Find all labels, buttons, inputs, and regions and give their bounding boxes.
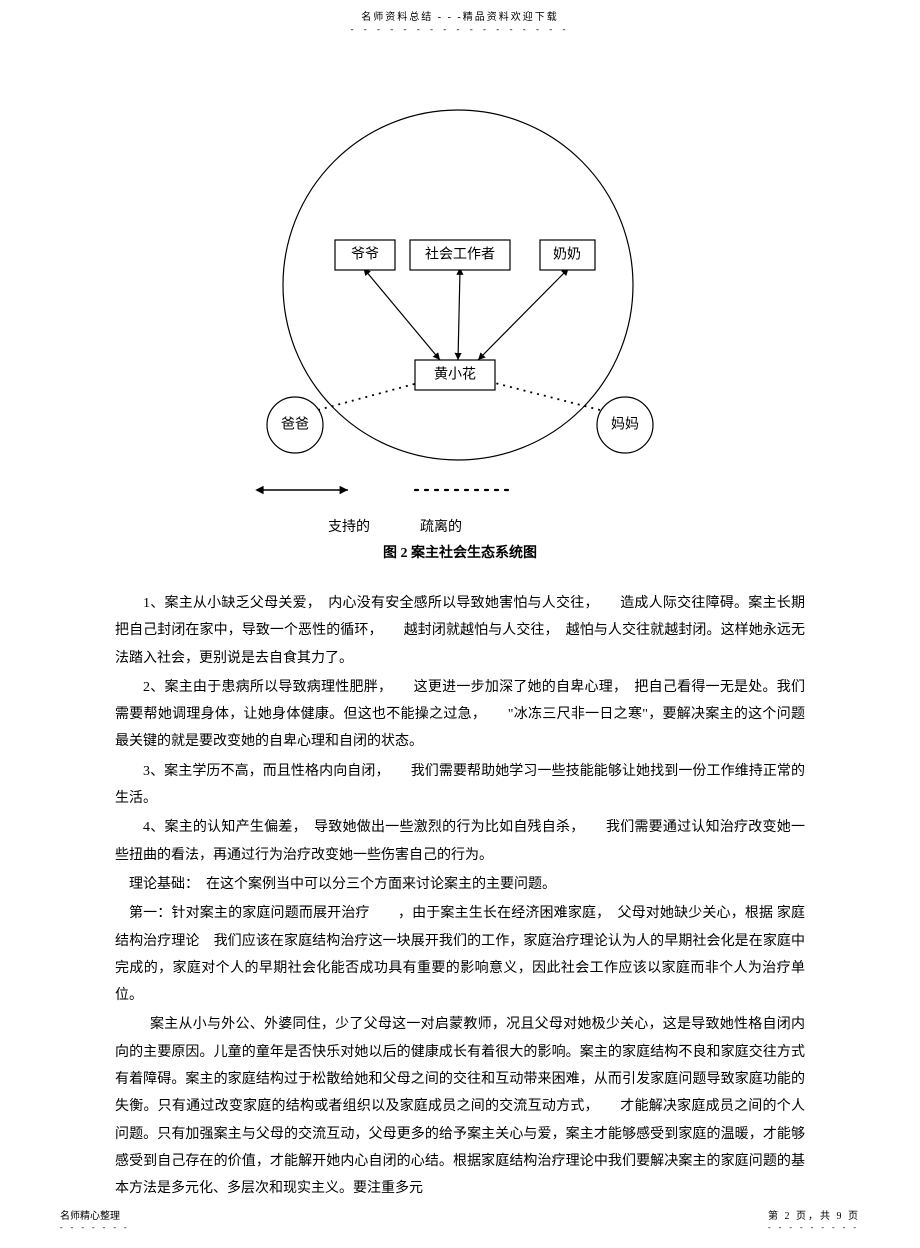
paragraph-7: 案主从小与外公、外婆同住，少了父母这一对启蒙教师，况且父母对她极少关心，这是导致…	[115, 1011, 805, 1202]
footer-right-dots: - - - - - - - - -	[768, 1223, 860, 1232]
ecosystem-diagram: 爷爷 社会工作者 奶奶 黄小花 爸爸 妈妈	[0, 75, 920, 505]
page-header: 名师资料总结 - - -精品资料欢迎下载 - - - - - - - - - -…	[0, 8, 920, 34]
header-dots: - - - - - - - - - - - - - - - - -	[0, 24, 920, 34]
figure-caption: 图 2 案主社会生态系统图	[0, 542, 920, 562]
paragraph-3: 3、案主学历不高，而且性格内向自闭， 我们需要帮助她学习一些技能能够让她找到一份…	[115, 758, 805, 813]
node-client-label: 黄小花	[434, 366, 476, 383]
edge-socialworker-client	[458, 270, 460, 360]
node-grandma-label: 奶奶	[553, 247, 581, 263]
edge-grandma-client	[478, 270, 567, 360]
footer-left-text: 名师精心整理	[60, 1207, 130, 1222]
node-grandpa-label: 爷爷	[351, 247, 379, 263]
footer-right: 第 2 页，共 9 页 - - - - - - - - -	[768, 1207, 860, 1232]
header-text: 名师资料总结 - - -精品资料欢迎下载	[0, 8, 920, 23]
paragraph-6: 第一：针对案主的家庭问题而展开治疗 ，由于案主生长在经济困难家庭， 父母对她缺少…	[115, 900, 805, 1009]
family-circle	[283, 110, 633, 460]
legend-dotted-label: 疏离的	[420, 516, 462, 536]
edge-grandpa-client	[365, 270, 440, 360]
diagram-legend: 支持的 疏离的 图 2 案主社会生态系统图	[0, 516, 920, 562]
node-mom-label: 妈妈	[611, 417, 639, 433]
edge-dad-client	[318, 383, 418, 410]
footer-left-dots: - - - - - - -	[60, 1223, 130, 1232]
footer-left: 名师精心整理 - - - - - - -	[60, 1207, 130, 1232]
paragraph-1: 1、案主从小缺乏父母关爱， 内心没有安全感所以导致她害怕与人交往， 造成人际交往…	[115, 590, 805, 672]
footer-right-text: 第 2 页，共 9 页	[768, 1207, 860, 1222]
node-dad-label: 爸爸	[281, 417, 309, 433]
diagram-svg: 爷爷 社会工作者 奶奶 黄小花 爸爸 妈妈	[0, 75, 920, 505]
node-socialworker-label: 社会工作者	[425, 247, 495, 263]
legend-solid-label: 支持的	[328, 516, 370, 536]
paragraph-5: 理论基础： 在这个案例当中可以分三个方面来讨论案主的主要问题。	[115, 871, 805, 898]
paragraph-2: 2、案主由于患病所以导致病理性肥胖， 这更进一步加深了她的自卑心理， 把自己看得…	[115, 674, 805, 756]
paragraph-4: 4、案主的认知产生偏差， 导致她做出一些激烈的行为比如自残自杀， 我们需要通过认…	[115, 814, 805, 869]
body-text: 1、案主从小缺乏父母关爱， 内心没有安全感所以导致她害怕与人交往， 造成人际交往…	[115, 590, 805, 1205]
